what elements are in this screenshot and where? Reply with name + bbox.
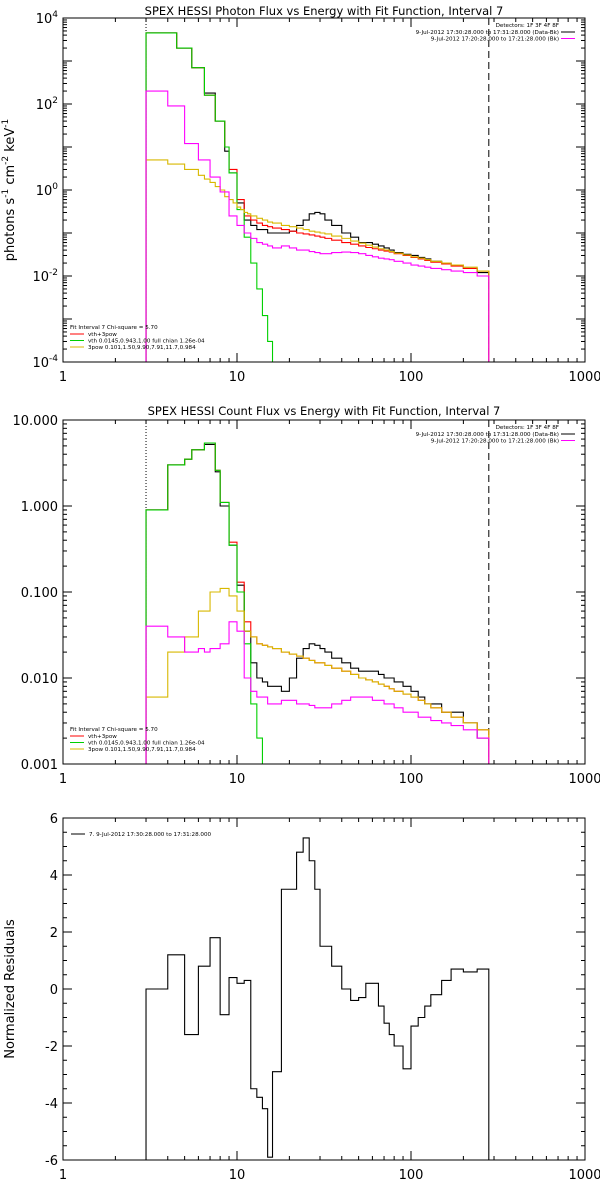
x-axis: 1 10 100 1000	[59, 420, 600, 787]
y-tick-label: 104	[36, 10, 59, 27]
x-tick-label: 10	[229, 1168, 246, 1183]
y-tick-label-base: 10	[32, 356, 49, 371]
legend-entry: 3pow 0.101,1.50,9.90,7.91,11.7,0.984	[88, 345, 196, 351]
y-tick-label-base: 10	[36, 12, 53, 27]
y-tick-label: 4	[50, 869, 58, 884]
series-bk	[145, 621, 490, 764]
series-group	[145, 837, 490, 1160]
chart-panel-2: SPEX HESSI Count Flux vs Energy with Fit…	[13, 404, 600, 787]
y-axis-label-main: photons s	[3, 198, 18, 262]
legend-fit-header: Fit Interval 7 Chi-square = 5.70	[70, 325, 158, 331]
x-tick-label: 100	[399, 1168, 424, 1183]
legend-detectors: Detectors: 1F 3F 4F 8F	[496, 23, 559, 29]
y-tick-label-base: 10	[32, 270, 49, 285]
y-tick-label-exp: -2	[49, 268, 58, 278]
plot-frame	[62, 419, 586, 765]
y-tick-label: 10-4	[32, 354, 58, 371]
y-axis-label-exp: -1	[1, 119, 11, 128]
y-tick-label-exp: -4	[49, 354, 58, 364]
legend-entry: vth+3pow	[88, 734, 117, 740]
series-3pow	[145, 159, 490, 362]
y-tick-label-base: 10	[36, 184, 53, 199]
legend-entry: 9-Jul-2012 17:30:28.000 to 17:31:28.000 …	[416, 432, 559, 438]
series-bk	[145, 90, 490, 362]
x-axis: 1 10 100 1000	[59, 818, 600, 1183]
series-vth	[145, 442, 263, 764]
y-tick-label: 1.000	[21, 500, 58, 515]
y-axis: 0.001 0.010 0.100 1.000 10.000	[13, 414, 585, 773]
y-tick-label: 0.001	[21, 758, 58, 773]
y-tick-label: 6	[50, 812, 58, 827]
x-tick-label: 100	[399, 370, 424, 385]
y-axis: -6 -4 -2 0 2 4 6	[45, 812, 585, 1169]
x-tick-label: 1	[59, 1168, 67, 1183]
x-tick-label: 1	[59, 370, 67, 385]
y-tick-label: 0.100	[21, 586, 58, 601]
legend-entry: 9-Jul-2012 17:20:28.000 to 17:21:28.000 …	[431, 439, 559, 445]
y-tick-label: 100	[36, 182, 59, 199]
legend-entry: vth 0.0145,0.943,1.00 full chian 1.26e-0…	[88, 741, 205, 747]
x-tick-label: 10	[229, 772, 246, 787]
x-tick-label: 1000	[568, 1168, 600, 1183]
y-axis-label: photons s-1 cm-2 keV-1	[1, 119, 18, 261]
plot-frame	[62, 17, 586, 363]
y-tick-label: 10.000	[13, 414, 59, 429]
chart-title: SPEX HESSI Count Flux vs Energy with Fit…	[148, 404, 501, 418]
series-residuals	[145, 837, 490, 1160]
y-axis-label-exp: -2	[1, 156, 11, 165]
y-tick-label-exp: 0	[52, 182, 58, 192]
y-tick-label-exp: 4	[52, 10, 58, 20]
y-tick-label: 102	[36, 96, 58, 113]
legend-detectors: Detectors: 1F 3F 4F 8F	[496, 425, 559, 431]
x-tick-label: 10	[229, 370, 246, 385]
y-axis-label-main: Normalized Residuals	[3, 919, 18, 1059]
legend-entry: vth 0.0145,0.943,1.00 full chian 1.26e-0…	[88, 339, 205, 345]
x-tick-label: 1000	[568, 370, 600, 385]
chart-title: SPEX HESSI Photon Flux vs Energy with Fi…	[145, 4, 504, 18]
series-vth-3pow	[145, 32, 490, 362]
legend-entry: 3pow 0.101,1.50,9.90,7.91,11.7,0.984	[88, 747, 196, 753]
y-tick-label: -2	[45, 1040, 58, 1055]
x-tick-label: 1	[59, 772, 67, 787]
series-data-bk	[145, 32, 490, 362]
series-3pow	[145, 587, 490, 764]
x-tick-label: 1000	[568, 772, 600, 787]
legend-entry: 9-Jul-2012 17:30:28.000 to 17:31:28.000 …	[416, 30, 559, 36]
y-tick-label: 0.010	[21, 672, 58, 687]
y-tick-label: 2	[50, 926, 58, 941]
chart-panel-3: 1 10 100 1000 -6 -4 -2 0 2 4 6 Normalized Residuals…	[3, 812, 600, 1183]
legend-entry: vth+3pow	[88, 332, 117, 338]
chart-panel-1: SPEX HESSI Photon Flux vs Energy with Fi…	[1, 4, 600, 385]
y-axis-label: Normalized Residuals	[3, 919, 18, 1059]
series-group	[145, 442, 490, 764]
legend-entry: 7. 9-Jul-2012 17:30:28.000 to 17:31:28.0…	[89, 832, 212, 838]
y-axis-label-exp: -1	[1, 189, 11, 198]
series-vth	[145, 32, 274, 362]
series-group	[145, 32, 490, 362]
y-tick-label-exp: 2	[52, 96, 58, 106]
plot-frame	[62, 817, 586, 1161]
y-tick-label-base: 10	[36, 98, 53, 113]
y-tick-label: 10-2	[32, 268, 58, 285]
y-tick-label: -6	[45, 1154, 58, 1169]
y-axis-label-unit: cm	[3, 165, 18, 189]
legend-fit-header: Fit Interval 7 Chi-square = 5.70	[70, 727, 158, 733]
legend-entry: 9-Jul-2012 17:20:28.000 to 17:21:28.000 …	[431, 37, 559, 43]
y-axis-label-unit: keV	[3, 128, 18, 156]
y-tick-label: 0	[50, 983, 58, 998]
y-tick-label: -4	[45, 1097, 58, 1112]
x-axis: 1 10 100 1000	[59, 18, 600, 385]
x-tick-label: 100	[399, 772, 424, 787]
